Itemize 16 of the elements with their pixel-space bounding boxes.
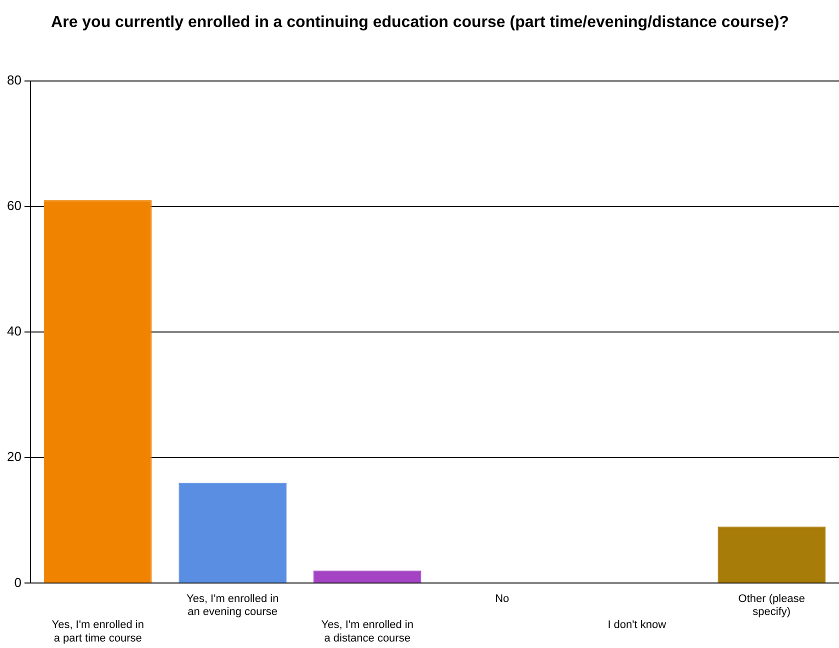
x-tick-label: No: [495, 592, 510, 605]
x-tick-label: Yes, I'm enrolled in an evening course: [186, 592, 279, 618]
x-tick-label: Other (please specify): [738, 592, 805, 618]
y-tick-label: 60: [6, 198, 22, 213]
x-tick-label: I don't know: [608, 619, 666, 632]
bar: [313, 570, 422, 583]
y-tick-label: 20: [6, 449, 22, 464]
y-tick-label: 40: [6, 324, 22, 339]
x-tick-label: Yes, I'm enrolled in a part time course: [52, 619, 144, 644]
x-tick-label: Yes, I'm enrolled in a distance course: [321, 619, 414, 644]
y-tick-label: 80: [6, 72, 22, 88]
bar: [718, 526, 826, 583]
bar: [44, 200, 152, 583]
y-tick-label: 0: [14, 574, 22, 590]
chart-title: Are you currently enrolled in a continuing education course (part time/evening/distance course)?: [50, 13, 790, 33]
bar: [178, 482, 286, 583]
